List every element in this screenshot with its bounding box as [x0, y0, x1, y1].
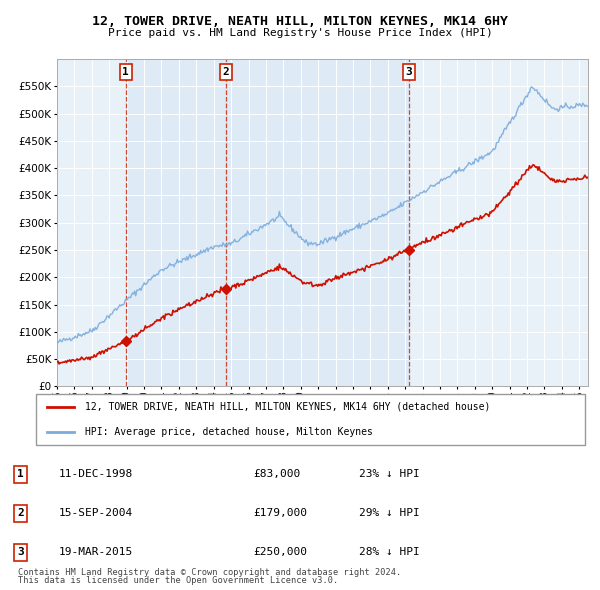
- Text: £83,000: £83,000: [253, 470, 300, 479]
- Text: HPI: Average price, detached house, Milton Keynes: HPI: Average price, detached house, Milt…: [85, 428, 373, 437]
- Text: 3: 3: [406, 67, 412, 77]
- Bar: [126, 59, 226, 386]
- Text: £179,000: £179,000: [253, 509, 307, 518]
- Text: 2: 2: [223, 67, 229, 77]
- FancyBboxPatch shape: [36, 394, 585, 445]
- Text: Price paid vs. HM Land Registry's House Price Index (HPI): Price paid vs. HM Land Registry's House …: [107, 28, 493, 38]
- Text: 15-SEP-2004: 15-SEP-2004: [59, 509, 133, 518]
- Text: 1: 1: [122, 67, 129, 77]
- Text: 28% ↓ HPI: 28% ↓ HPI: [359, 548, 419, 557]
- Text: £250,000: £250,000: [253, 548, 307, 557]
- Text: 19-MAR-2015: 19-MAR-2015: [59, 548, 133, 557]
- Text: 12, TOWER DRIVE, NEATH HILL, MILTON KEYNES, MK14 6HY: 12, TOWER DRIVE, NEATH HILL, MILTON KEYN…: [92, 15, 508, 28]
- Text: 2: 2: [17, 509, 24, 518]
- Text: 3: 3: [17, 548, 24, 557]
- Text: 23% ↓ HPI: 23% ↓ HPI: [359, 470, 419, 479]
- Text: 1: 1: [17, 470, 24, 479]
- Bar: [226, 59, 409, 386]
- Text: 29% ↓ HPI: 29% ↓ HPI: [359, 509, 419, 518]
- Text: 11-DEC-1998: 11-DEC-1998: [59, 470, 133, 479]
- Text: Contains HM Land Registry data © Crown copyright and database right 2024.: Contains HM Land Registry data © Crown c…: [18, 568, 401, 577]
- Text: 12, TOWER DRIVE, NEATH HILL, MILTON KEYNES, MK14 6HY (detached house): 12, TOWER DRIVE, NEATH HILL, MILTON KEYN…: [85, 402, 491, 411]
- Text: This data is licensed under the Open Government Licence v3.0.: This data is licensed under the Open Gov…: [18, 576, 338, 585]
